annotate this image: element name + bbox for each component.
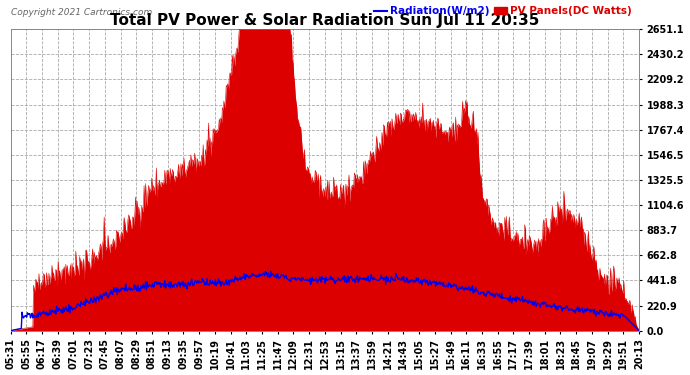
Text: Copyright 2021 Cartronics.com: Copyright 2021 Cartronics.com xyxy=(10,8,152,17)
Title: Total PV Power & Solar Radiation Sun Jul 11 20:35: Total PV Power & Solar Radiation Sun Jul… xyxy=(110,13,540,28)
Legend: Radiation(W/m2), PV Panels(DC Watts): Radiation(W/m2), PV Panels(DC Watts) xyxy=(372,4,634,18)
